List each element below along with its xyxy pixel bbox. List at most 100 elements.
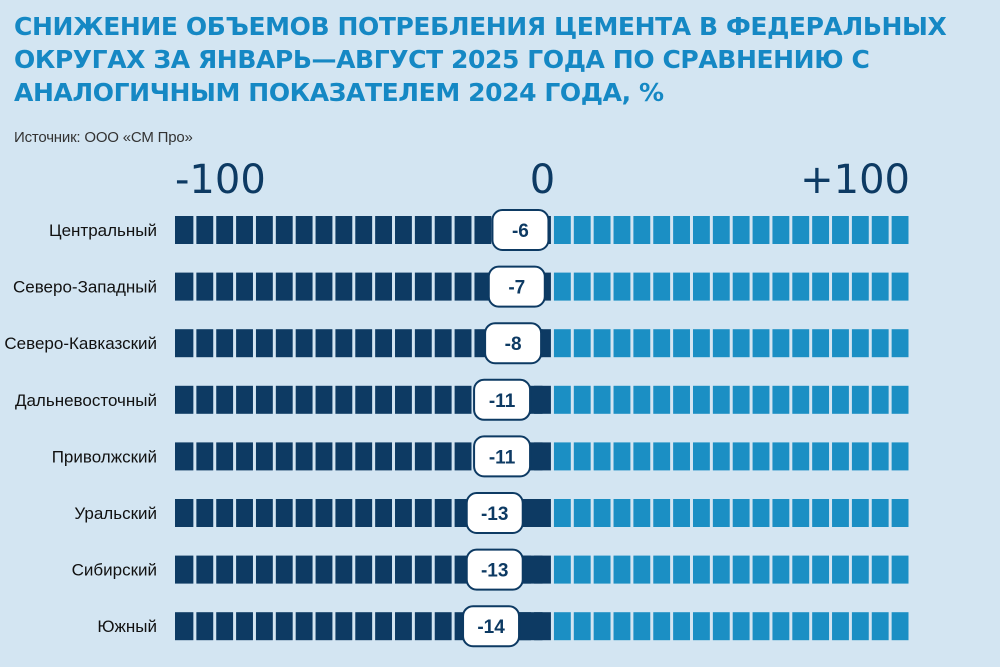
- value-label-bubble: [465, 492, 524, 534]
- bar-track-segment: [633, 272, 651, 301]
- bar-track-segment: [673, 612, 690, 641]
- bar-track-segment: [832, 499, 849, 527]
- value-label: -11: [489, 391, 516, 412]
- bar-track-segment: [772, 329, 790, 358]
- bar-track-segment: [295, 612, 313, 641]
- bar-track-segment: [434, 442, 452, 471]
- bar-track-segment: [175, 216, 194, 244]
- bar-track-segment: [812, 612, 830, 641]
- bar-track-segment: [553, 499, 571, 527]
- bar-track-segment: [355, 385, 373, 414]
- bar-track-segment: [792, 555, 810, 584]
- bar-track-segment: [295, 499, 313, 527]
- bar-track-segment: [832, 385, 849, 414]
- bar-track-segment: [216, 329, 234, 358]
- bar-track-segment: [474, 216, 492, 244]
- bar-track-segment: [752, 555, 770, 584]
- bar-track-segment: [593, 442, 611, 471]
- x-tick-label: -100: [175, 157, 266, 203]
- bar-track-segment: [792, 499, 810, 527]
- bar-track-segment: [315, 385, 333, 414]
- bar-track-segment: [613, 612, 631, 641]
- bar-track-segment: [891, 442, 909, 471]
- bar-track-segment: [613, 499, 631, 527]
- bar-track-segment: [236, 216, 253, 244]
- value-label-bubble: [484, 322, 543, 365]
- bar-track-segment: [692, 272, 710, 301]
- category-label: Центральный: [49, 221, 157, 240]
- bar-track-segment: [255, 499, 273, 527]
- bar-track-segment: [772, 612, 790, 641]
- bar-track-segment: [196, 442, 214, 471]
- bar-track-segment: [772, 385, 790, 414]
- bar-track-segment: [851, 612, 869, 641]
- bar-track-segment: [196, 272, 214, 301]
- bar-track-segment: [812, 499, 830, 527]
- bar-track-segment: [871, 329, 889, 358]
- bar-track-segment: [692, 216, 710, 244]
- bar-track-segment: [335, 612, 353, 641]
- bar-track-segment: [891, 612, 909, 641]
- bar-track-segment: [653, 329, 671, 358]
- bar-track-segment: [871, 216, 889, 244]
- bar-track-segment: [633, 555, 651, 584]
- bar-track-segment: [891, 499, 909, 527]
- value-label: -13: [481, 561, 508, 582]
- bar-track-segment: [792, 612, 810, 641]
- bar-track-segment: [832, 216, 849, 244]
- bar-track-segment: [196, 216, 214, 244]
- bar-track-segment: [255, 442, 273, 471]
- bar-track-segment: [871, 442, 889, 471]
- bar-track-segment: [832, 272, 849, 301]
- bar-track-segment: [673, 216, 690, 244]
- bar-track-segment: [255, 216, 273, 244]
- bar-track-segment: [454, 442, 472, 471]
- bar-track-segment: [375, 272, 393, 301]
- bar-track-segment: [633, 612, 651, 641]
- bar-track-segment: [434, 499, 452, 527]
- bar-track-segment: [832, 442, 849, 471]
- category-label: Уральский: [74, 504, 157, 523]
- bar-track-segment: [732, 555, 750, 584]
- bar-track-segment: [216, 612, 234, 641]
- bar-track-segment: [375, 385, 393, 414]
- x-tick-label: +100: [800, 157, 910, 203]
- bar-track-segment: [434, 329, 452, 358]
- bar-track-segment: [732, 216, 750, 244]
- bar-track-segment: [414, 329, 432, 358]
- bar-track-segment: [673, 499, 690, 527]
- category-label: Северо-Кавказский: [4, 334, 157, 353]
- bar-track-segment: [692, 499, 710, 527]
- bar-track-segment: [335, 555, 353, 584]
- bar-track-segment: [414, 216, 432, 244]
- bar-track-segment: [454, 329, 472, 358]
- value-label-bubble: [462, 605, 521, 648]
- bar-track-segment: [414, 442, 432, 471]
- value-label: -11: [489, 447, 516, 468]
- bar-track-segment: [175, 272, 194, 301]
- bar-track-segment: [891, 385, 909, 414]
- category-label: Дальневосточный: [15, 391, 157, 410]
- bar-track-segment: [573, 272, 591, 301]
- bar-track-segment: [315, 216, 333, 244]
- bar-track-segment: [335, 329, 353, 358]
- bar-track-segment: [196, 385, 214, 414]
- bar-track-segment: [175, 555, 194, 584]
- bar-track-segment: [891, 555, 909, 584]
- bar-track-segment: [633, 216, 651, 244]
- bar-track-segment: [255, 385, 273, 414]
- bar-track-segment: [851, 216, 869, 244]
- bar-track-segment: [236, 385, 253, 414]
- bar-track-segment: [752, 385, 770, 414]
- bar-track-segment: [395, 612, 412, 641]
- bar-track-segment: [175, 612, 194, 641]
- bar-track-segment: [275, 442, 293, 471]
- bar-track-segment: [633, 329, 651, 358]
- bar-track-segment: [593, 329, 611, 358]
- bar-track-segment: [613, 216, 631, 244]
- bar-track-segment: [732, 612, 750, 641]
- bar-track-segment: [275, 272, 293, 301]
- bar-track-segment: [712, 442, 730, 471]
- bar-track-segment: [871, 612, 889, 641]
- bar-track-segment: [692, 442, 710, 471]
